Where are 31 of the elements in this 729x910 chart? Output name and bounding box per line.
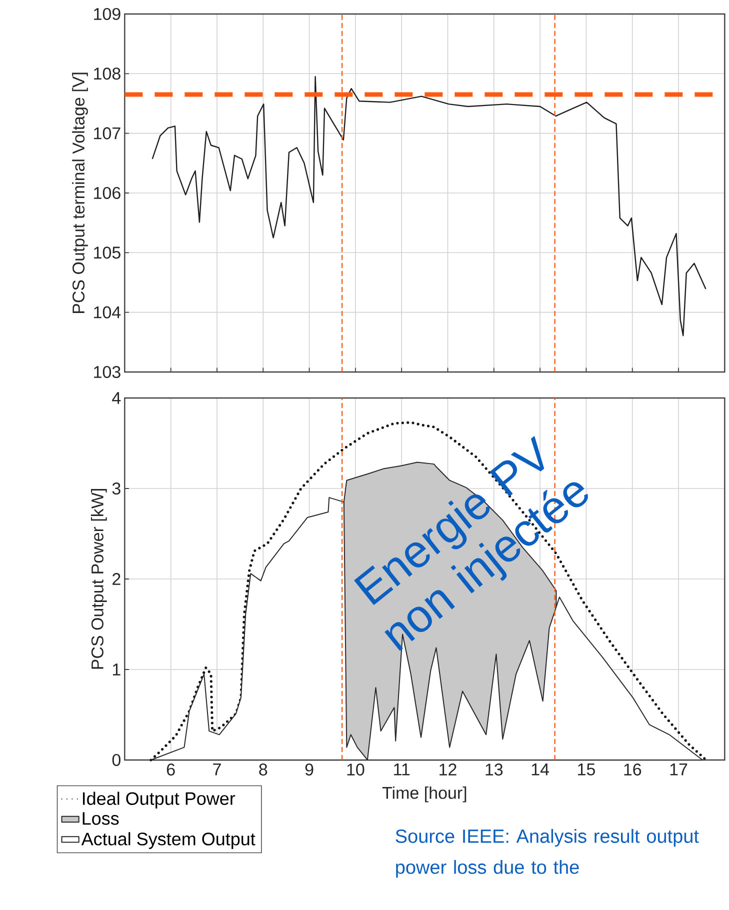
y-tick-label: 1	[113, 664, 120, 676]
x-tick-label: 6	[167, 764, 175, 776]
y-tick-label: 107	[94, 127, 120, 140]
y-tick-label: 108	[94, 68, 121, 80]
x-tick-label: 11	[394, 764, 410, 776]
legend-label: Actual System Output	[82, 832, 256, 849]
x-axis-title: Time [hour]	[382, 786, 466, 802]
y-tick-label: 109	[94, 8, 120, 20]
y-tick-label: 103	[94, 366, 121, 378]
y-tick-label: 4	[112, 392, 121, 404]
x-tick-label: 13	[486, 764, 503, 776]
x-tick-label: 8	[259, 764, 268, 776]
x-tick-label: 9	[306, 764, 314, 776]
x-tick-label: 10	[347, 764, 364, 776]
y-tick-label: 104	[94, 306, 121, 318]
x-tick-label: 7	[213, 764, 222, 776]
x-tick-label: 12	[440, 764, 456, 776]
x-tick-label: 17	[670, 764, 688, 776]
source-note: Source IEEE: Analysis result output power loss due to the	[396, 828, 700, 878]
x-tick-label: 16	[624, 764, 642, 776]
y-axis-title: PCS Output terminal Voltage [V]	[72, 72, 88, 314]
y-axis-title: PCS Output Power [kW]	[91, 489, 107, 669]
x-tick-label: 14	[532, 764, 550, 776]
legend-label: Loss	[82, 812, 119, 825]
y-tick-label: 105	[94, 246, 121, 259]
y-tick-label: 0	[112, 754, 121, 766]
y-tick-label: 106	[94, 186, 121, 200]
x-tick-label: 15	[578, 764, 596, 776]
legend-label: Ideal Output Power	[83, 792, 236, 809]
y-tick-label: 3	[112, 482, 121, 495]
y-tick-label: 2	[112, 573, 120, 585]
